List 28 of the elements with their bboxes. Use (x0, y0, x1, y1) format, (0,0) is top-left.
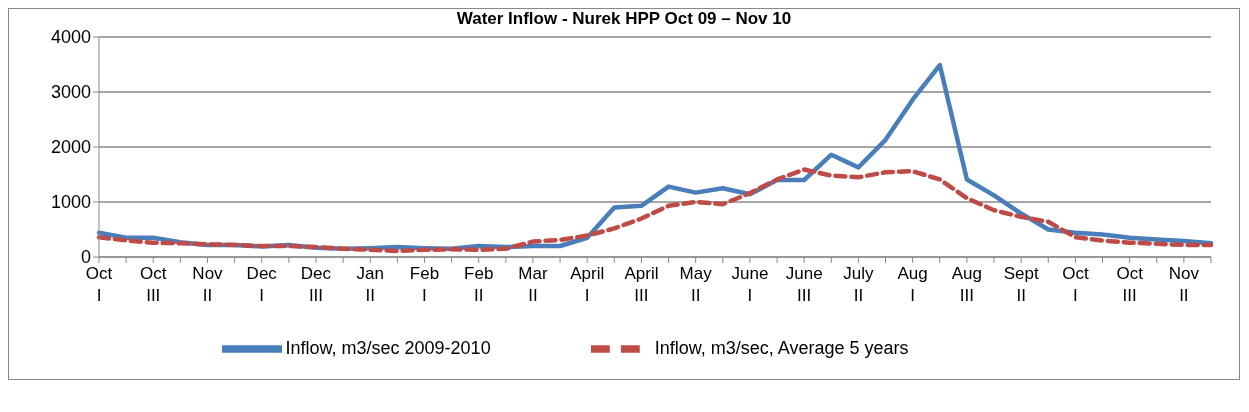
y-tick-label: 4000 (50, 27, 91, 48)
x-tick-label: April I (570, 264, 605, 305)
x-tick-label: Feb I (409, 264, 440, 305)
x-tick-label: Dec III (300, 264, 332, 305)
x-tick-label: Dec I (246, 264, 278, 305)
x-tick-label: Jan II (356, 264, 384, 305)
x-tick-label: Oct III (1116, 264, 1144, 305)
chart-title: Water Inflow - Nurek HPP Oct 09 – Nov 10 (455, 9, 793, 29)
x-tick-label: Oct III (140, 264, 167, 305)
legend-label: Inflow, m3/sec, Average 5 years (654, 337, 909, 358)
y-tick-label: 1000 (50, 192, 91, 213)
x-tick-label: Feb II (464, 264, 494, 305)
x-tick-label: April III (624, 264, 659, 305)
x-tick-label: July II (843, 264, 875, 305)
legend-label: Inflow, m3/sec 2009-2010 (285, 337, 491, 358)
y-tick-label: 2000 (50, 137, 91, 158)
x-tick-label: Mar II (518, 264, 548, 305)
x-tick-label: Aug III (951, 264, 983, 305)
x-tick-label: Sept II (1003, 264, 1039, 305)
x-tick-label: June I (731, 264, 769, 305)
x-tick-label: Aug I (897, 264, 928, 305)
x-tick-label: June III (785, 264, 823, 305)
x-tick-label: Oct I (1062, 264, 1089, 305)
x-tick-label: Nov II (1168, 264, 1200, 305)
line-series (96, 167, 1214, 254)
x-tick-label: Nov II (192, 264, 224, 305)
y-tick-label: 3000 (50, 82, 91, 103)
x-tick-label: May II (679, 264, 713, 305)
